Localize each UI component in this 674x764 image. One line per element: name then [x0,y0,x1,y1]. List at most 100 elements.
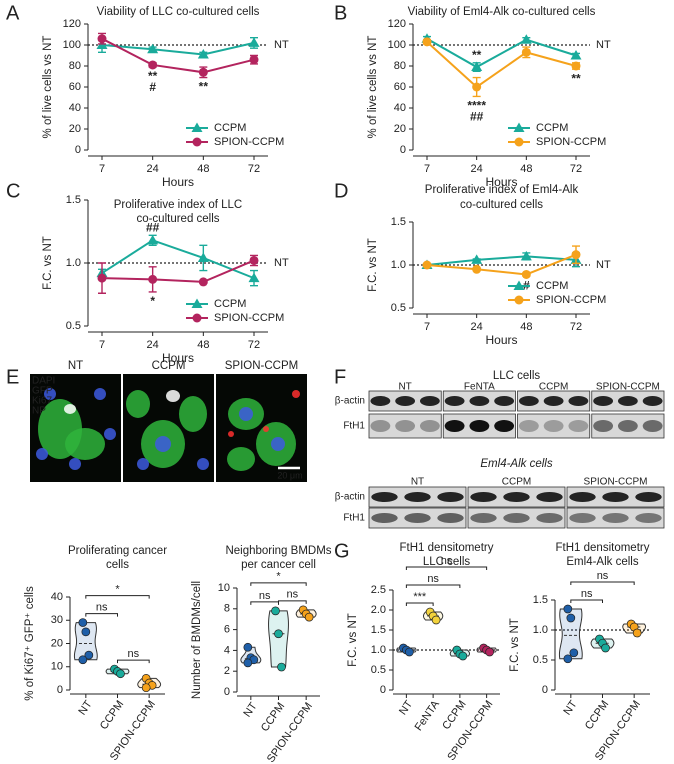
x-tick-label: 48 [197,339,209,351]
blot-band [617,396,638,406]
chart-title: Proliferating cancer [68,545,167,557]
significance-label: ## [470,110,484,124]
blot-band [593,420,614,432]
data-point [148,60,158,70]
blot-band [518,420,539,432]
blot-band [395,396,416,406]
x-tick-label: 24 [147,339,159,351]
significance-bracket [278,600,307,604]
legend-marker [514,137,524,147]
x-tick-label: 7 [424,163,430,175]
violin [73,622,98,661]
blot-band [543,420,564,432]
significance-bracket [570,581,635,585]
data-point [571,250,581,260]
significance-label: ** [199,80,209,94]
y-tick-label: 40 [394,102,406,114]
data-point [431,615,441,625]
data-point [147,234,159,245]
y-tick-label: 60 [394,81,406,93]
blot-band [543,396,564,406]
cell [126,390,150,418]
y-tick-label: 0 [75,144,81,156]
data-point [81,627,91,637]
data-point [485,647,494,657]
lane-group-label: CCPM [502,477,531,488]
reference-label: NT [274,39,289,51]
cell [69,458,81,470]
data-point [249,255,259,265]
x-tick-label: FeNTA [413,698,443,733]
blot-band [469,396,490,406]
y-tick-label: 8 [224,603,230,615]
y-tick-label: 100 [63,39,81,51]
data-point [271,606,280,616]
blot-band [569,513,596,523]
y-tick-label: 2 [224,665,230,677]
significance-bracket [117,659,150,664]
scale-bar-label: 20 μm [277,470,302,480]
chart-title: Eml4-Alk cells [566,556,638,568]
cell [94,388,106,400]
x-tick-label: 72 [570,163,582,175]
x-tick-label: 24 [471,321,483,333]
blot-band [419,420,440,432]
lane-group-label: NT [398,382,411,393]
data-point [78,618,88,627]
data-point [601,643,610,653]
y-tick-label: 1.0 [391,259,406,271]
x-tick-label: NT [241,700,259,719]
chart-title: Neighboring BMDMs [225,545,331,557]
chart-title: Viability of Eml4-Alk co-cultured cells [408,6,596,18]
violin [558,608,583,660]
blot-band [437,492,464,502]
legend-marker [192,137,202,147]
significance-label: * [150,294,155,308]
significance-label: # [149,80,156,94]
data-point [197,48,209,59]
y-axis-label: F.C. vs NT [509,618,521,672]
blot-title: Eml4-Alk cells [480,458,552,470]
y-axis-label: F.C. vs NT [42,236,54,290]
blot-band [444,420,465,432]
blot-strip [517,413,591,439]
blot-band [536,492,563,502]
blot-band [536,513,563,523]
panel-letter: F [334,366,346,388]
data-point [198,277,208,287]
cell [64,404,76,414]
cell [44,388,56,400]
blot-row-label: FtH1 [343,513,365,524]
blot-band [494,420,515,432]
y-tick-label: 0 [542,684,548,696]
y-tick-label: 120 [388,18,406,30]
blot-band [642,396,663,406]
x-tick-label: 72 [248,163,260,175]
cell [228,431,234,437]
y-tick-label: 1.0 [371,644,386,656]
cell [155,436,171,452]
lane-group-label: SPION-CCPM [584,477,648,488]
channel-label: DAPI [32,376,55,387]
violin [268,610,289,668]
x-tick-label: 24 [147,163,159,175]
y-tick-label: 1.5 [533,594,548,606]
y-tick-label: 100 [388,39,406,51]
blot-band [518,396,539,406]
chart-title: FtH1 densitometry [400,542,494,554]
blot-band [470,492,497,502]
reference-label: NT [596,39,611,51]
x-tick-label: CCPM [583,699,611,732]
y-tick-label: 1.5 [391,216,406,228]
blot-band [404,513,431,523]
data-point [570,50,582,60]
blot-band [593,396,614,406]
y-tick-label: 20 [69,123,81,135]
data-point [632,628,642,638]
y-tick-label: 2.0 [371,604,386,616]
y-axis-label: % of Ki67⁺ GFP⁺ cells [24,586,36,701]
data-point [521,47,531,57]
x-tick-label: NT [397,698,415,717]
y-tick-label: 80 [69,60,81,72]
series-line [426,253,577,276]
